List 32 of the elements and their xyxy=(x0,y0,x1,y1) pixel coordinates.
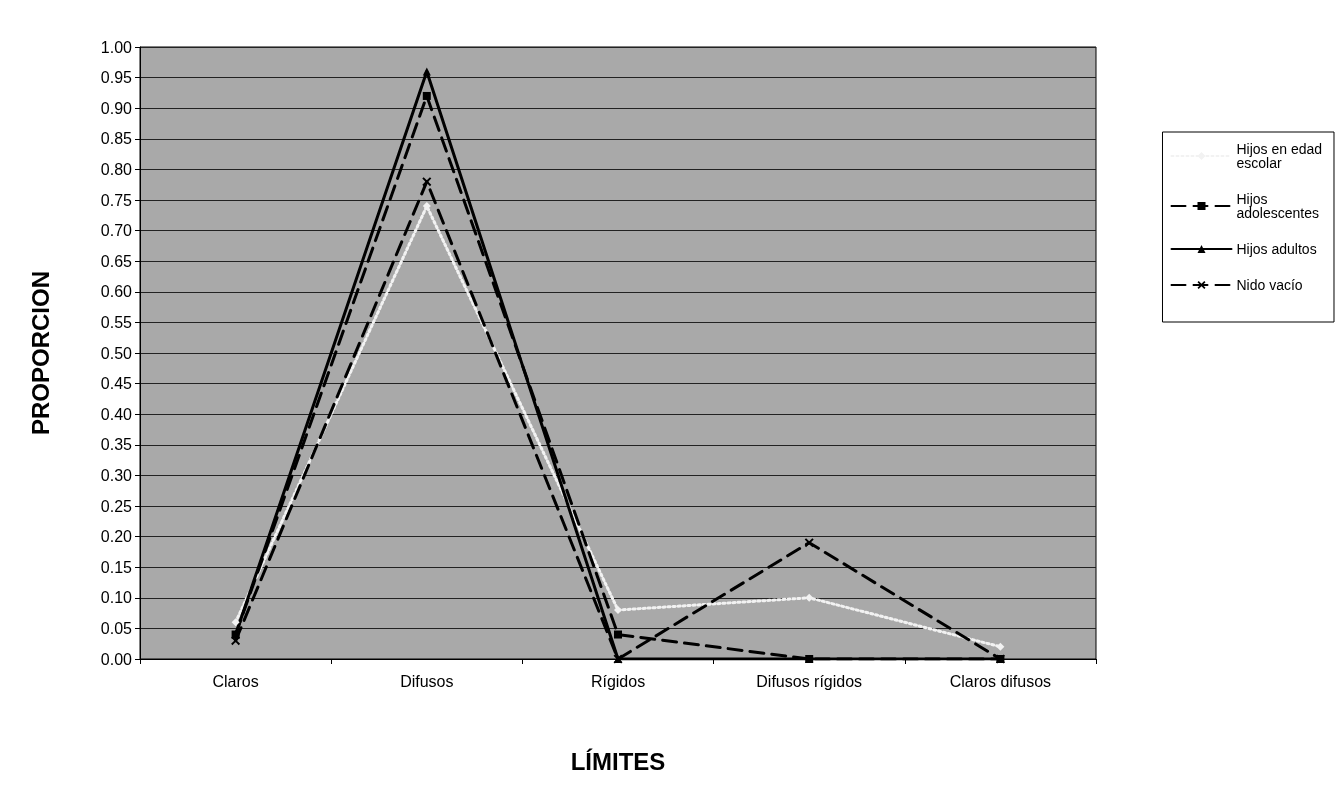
y-tick-label: 0.30 xyxy=(100,466,133,484)
y-tick-label: 0.55 xyxy=(100,313,133,331)
y-axis-title: PROPORCION xyxy=(26,270,54,436)
y-tick-label: 0.45 xyxy=(100,375,133,393)
y-tick-label: 0.15 xyxy=(100,558,133,576)
y-tick-label: 0.60 xyxy=(100,283,133,301)
legend-label: Nido vacío xyxy=(1236,277,1303,293)
legend-label: Hijos en edad escolar xyxy=(1236,141,1327,171)
x-tick-label: Claros difusos xyxy=(949,672,1052,690)
x-axis-title: LÍMITES xyxy=(570,747,666,775)
x-tick-label: Difusos xyxy=(400,672,454,690)
y-tick-label: 0.50 xyxy=(100,344,133,362)
legend-label: Hijos adolescentes xyxy=(1236,191,1320,221)
y-tick-label: 0.05 xyxy=(100,619,133,637)
y-tick-label: 0.95 xyxy=(100,69,133,87)
y-tick-label: 0.40 xyxy=(100,405,133,423)
y-tick-label: 0.10 xyxy=(100,589,133,607)
y-tick-label: 0.85 xyxy=(100,130,133,148)
y-tick-label: 0.80 xyxy=(100,160,133,178)
x-tick-label: Rígidos xyxy=(590,672,646,690)
y-tick-label: 0.65 xyxy=(100,252,133,270)
x-tick-label: Difusos rígidos xyxy=(756,672,863,690)
y-tick-label: 0.25 xyxy=(100,497,133,515)
x-tick-label: Claros xyxy=(212,672,259,690)
y-tick-label: 0.70 xyxy=(100,222,133,240)
y-tick-label: 0.00 xyxy=(100,650,133,668)
y-tick-label: 1.00 xyxy=(100,38,133,56)
y-tick-label: 0.20 xyxy=(100,528,133,546)
y-tick-label: 0.75 xyxy=(100,191,133,209)
y-tick-label: 0.35 xyxy=(100,436,133,454)
y-tick-label: 0.90 xyxy=(100,99,133,117)
legend-label: Hijos adultos xyxy=(1236,241,1317,257)
